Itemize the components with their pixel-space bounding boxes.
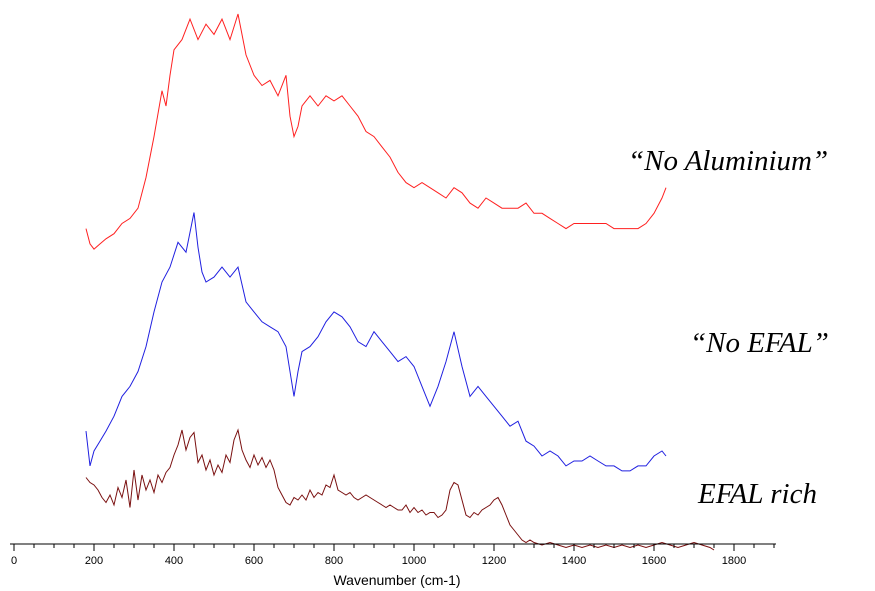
x-tick-label: 1600	[642, 555, 666, 567]
series-line-1	[85, 212, 667, 472]
x-tick-label: 0	[11, 555, 17, 567]
series-label-no-aluminium: “No Aluminium”	[628, 145, 828, 177]
series-label-no-efal: “No EFAL”	[690, 327, 829, 359]
x-tick-label: 1800	[722, 555, 746, 567]
x-tick-label: 200	[85, 555, 103, 567]
x-tick-label: 1200	[482, 555, 506, 567]
series-label-efal-rich: EFAL rich	[697, 478, 817, 510]
series-line-0	[85, 13, 667, 250]
x-axis: 0 200 400 600 800 1000 1200 1400 1600 1800	[10, 543, 776, 567]
x-tick-label: 1400	[562, 555, 586, 567]
x-tick-label: 400	[165, 555, 183, 567]
series-layer	[85, 13, 715, 551]
x-tick-label: 600	[245, 555, 263, 567]
x-axis-title: Wavenumber (cm-1)	[333, 572, 460, 588]
x-tick-label: 1000	[402, 555, 426, 567]
x-axis-ticks: 0 200 400 600 800 1000 1200 1400 1600 1800	[11, 544, 775, 567]
series-line-2	[85, 428, 715, 551]
x-tick-label: 800	[325, 555, 343, 567]
